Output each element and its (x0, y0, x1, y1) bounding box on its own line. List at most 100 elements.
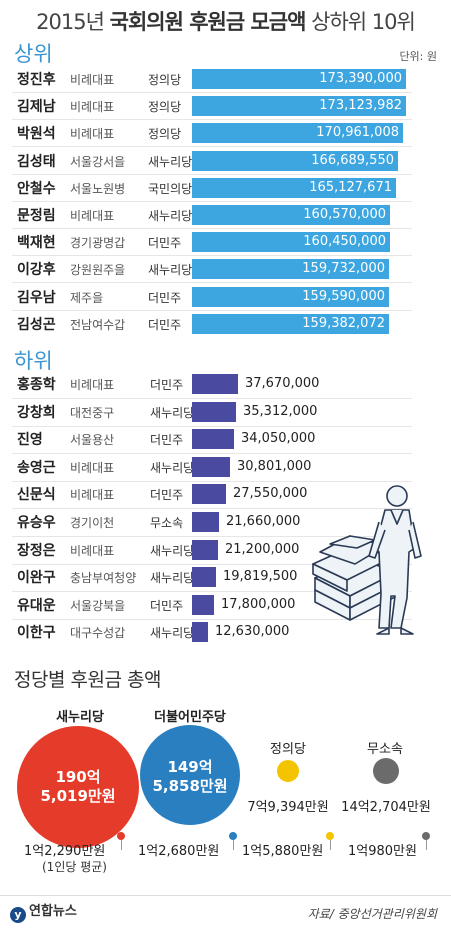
party-name-minju: 더불어민주당 (154, 710, 226, 725)
candidate-party: 새누리당 (150, 544, 195, 558)
row-separator (12, 174, 412, 175)
bar (192, 429, 234, 449)
bar-value-label: 17,800,000 (221, 597, 296, 612)
bar (192, 205, 390, 225)
candidate-party: 더민주 (150, 433, 184, 447)
row-separator (12, 255, 412, 256)
top-section-label: 상위 (14, 42, 53, 66)
candidate-name: 박원석 (17, 126, 56, 142)
bar (192, 96, 406, 116)
candidate-name: 이강후 (17, 262, 56, 278)
avg-pointer-saenuri (121, 836, 122, 850)
candidate-name: 장정은 (17, 543, 56, 559)
avg-saenuri: 1억2,290만원 (24, 844, 106, 859)
candidate-party: 더민주 (148, 318, 182, 332)
bar (192, 69, 406, 89)
bar-value-label: 173,390,000 (319, 71, 402, 86)
avg-pointer-jeongui (330, 836, 331, 850)
unit-label: 단위: 원 (399, 50, 437, 63)
bar-value-label: 159,590,000 (302, 289, 385, 304)
candidate-party: 정의당 (148, 73, 182, 87)
bar-value-label: 21,200,000 (225, 542, 300, 557)
bar (192, 314, 389, 334)
avg-minju: 1억2,680만원 (138, 844, 220, 859)
candidate-party: 무소속 (150, 516, 184, 530)
row-separator (12, 282, 412, 283)
row-separator (12, 426, 412, 427)
candidate-name: 정진후 (17, 72, 56, 88)
bar (192, 374, 238, 394)
candidate-district: 강원원주을 (70, 263, 126, 277)
candidate-name: 문정림 (17, 208, 56, 224)
avg-pointer-minju (233, 836, 234, 850)
bar (192, 540, 218, 560)
bar (192, 457, 230, 477)
bar (192, 178, 396, 198)
bar-value-label: 19,819,500 (223, 569, 298, 584)
circle-jeongui (277, 760, 299, 782)
candidate-district: 전남여수갑 (70, 318, 126, 332)
yonhap-logo-icon: y (10, 907, 26, 923)
bar (192, 151, 398, 171)
bar (192, 512, 219, 532)
bar (192, 232, 390, 252)
bar-value-label: 27,550,000 (233, 486, 308, 501)
candidate-district: 서울용산 (70, 433, 115, 447)
row-separator (12, 119, 412, 120)
row-separator (12, 310, 412, 311)
row-separator (12, 92, 412, 93)
candidate-name: 이한구 (17, 625, 56, 641)
bar (192, 622, 208, 642)
candidate-name: 김성태 (17, 154, 56, 170)
candidate-party: 국민의당 (148, 182, 193, 196)
bar (192, 484, 226, 504)
party-name-jeongui: 정의당 (270, 742, 306, 757)
total-jeongui: 7억9,394만원 (247, 800, 329, 815)
bar (192, 287, 389, 307)
circle-minju (140, 725, 240, 825)
row-separator (12, 619, 412, 620)
avg-note: (1인당 평균) (42, 860, 107, 874)
candidate-party: 새누리당 (150, 461, 195, 475)
candidate-district: 서울강서을 (70, 155, 126, 169)
avg-independent: 1억980만원 (348, 844, 417, 859)
candidate-district: 경기이천 (70, 516, 115, 530)
candidate-party: 더민주 (150, 488, 184, 502)
candidate-district: 대전중구 (70, 406, 115, 420)
avg-dot-saenuri (117, 832, 125, 840)
row-separator (12, 228, 412, 229)
bar-value-label: 35,312,000 (243, 404, 318, 419)
party-name-saenuri: 새누리당 (56, 710, 104, 725)
candidate-name: 김제남 (17, 99, 56, 115)
candidate-district: 비례대표 (70, 73, 115, 87)
bar-value-label: 160,570,000 (303, 207, 386, 222)
row-separator (12, 201, 412, 202)
avg-pointer-independent (426, 836, 427, 850)
candidate-party: 새누리당 (148, 263, 193, 277)
bar-value-label: 170,961,008 (316, 125, 399, 140)
candidate-name: 김성곤 (17, 317, 56, 333)
yonhap-logo: y 연합뉴스 (10, 900, 77, 923)
candidate-name: 안철수 (17, 181, 56, 197)
bar (192, 123, 403, 143)
candidate-party: 더민주 (150, 378, 184, 392)
bar-value-label: 165,127,671 (309, 180, 392, 195)
candidate-name: 김우남 (17, 290, 56, 306)
row-separator (12, 591, 412, 592)
source-credit: 자료/ 중앙선거관리위원회 (307, 907, 437, 921)
candidate-district: 비례대표 (70, 544, 115, 558)
candidate-name: 진영 (17, 432, 43, 448)
candidate-name: 유승우 (17, 515, 56, 531)
footer-divider (0, 895, 451, 896)
candidate-party: 새누리당 (148, 155, 193, 169)
row-separator (12, 481, 412, 482)
candidate-name: 백재현 (17, 235, 56, 251)
page-title: 2015년 국회의원 후원금 모금액 상하위 10위 (36, 10, 416, 34)
candidate-party: 더민주 (148, 291, 182, 305)
candidate-district: 서울강북을 (70, 599, 126, 613)
candidate-party: 더민주 (148, 236, 182, 250)
candidate-party: 정의당 (148, 100, 182, 114)
bar (192, 595, 214, 615)
total-independent: 14억2,704만원 (341, 800, 431, 815)
bar-value-label: 166,689,550 (311, 153, 394, 168)
